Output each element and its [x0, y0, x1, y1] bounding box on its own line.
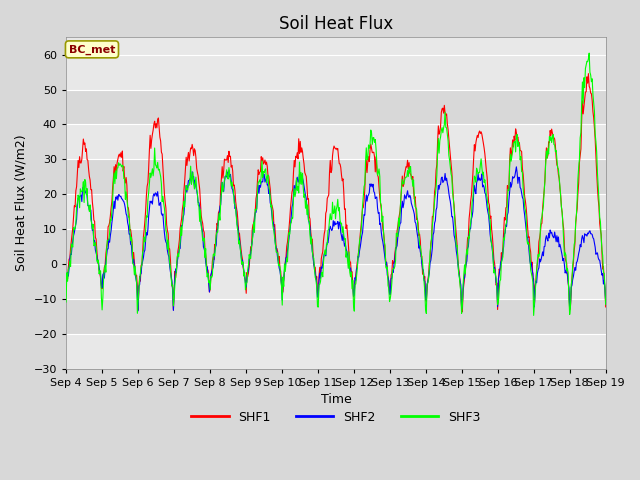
Bar	[66, 264, 605, 299]
Bar	[66, 194, 605, 229]
Bar	[66, 299, 605, 334]
Bar	[66, 159, 605, 194]
Y-axis label: Soil Heat Flux (W/m2): Soil Heat Flux (W/m2)	[15, 134, 28, 271]
Bar	[66, 55, 605, 90]
Bar	[66, 229, 605, 264]
Bar	[66, 124, 605, 159]
X-axis label: Time: Time	[321, 393, 351, 406]
Legend: SHF1, SHF2, SHF3: SHF1, SHF2, SHF3	[186, 406, 486, 429]
Bar	[66, 334, 605, 369]
Text: BC_met: BC_met	[68, 44, 115, 55]
Bar	[66, 90, 605, 124]
Title: Soil Heat Flux: Soil Heat Flux	[279, 15, 393, 33]
